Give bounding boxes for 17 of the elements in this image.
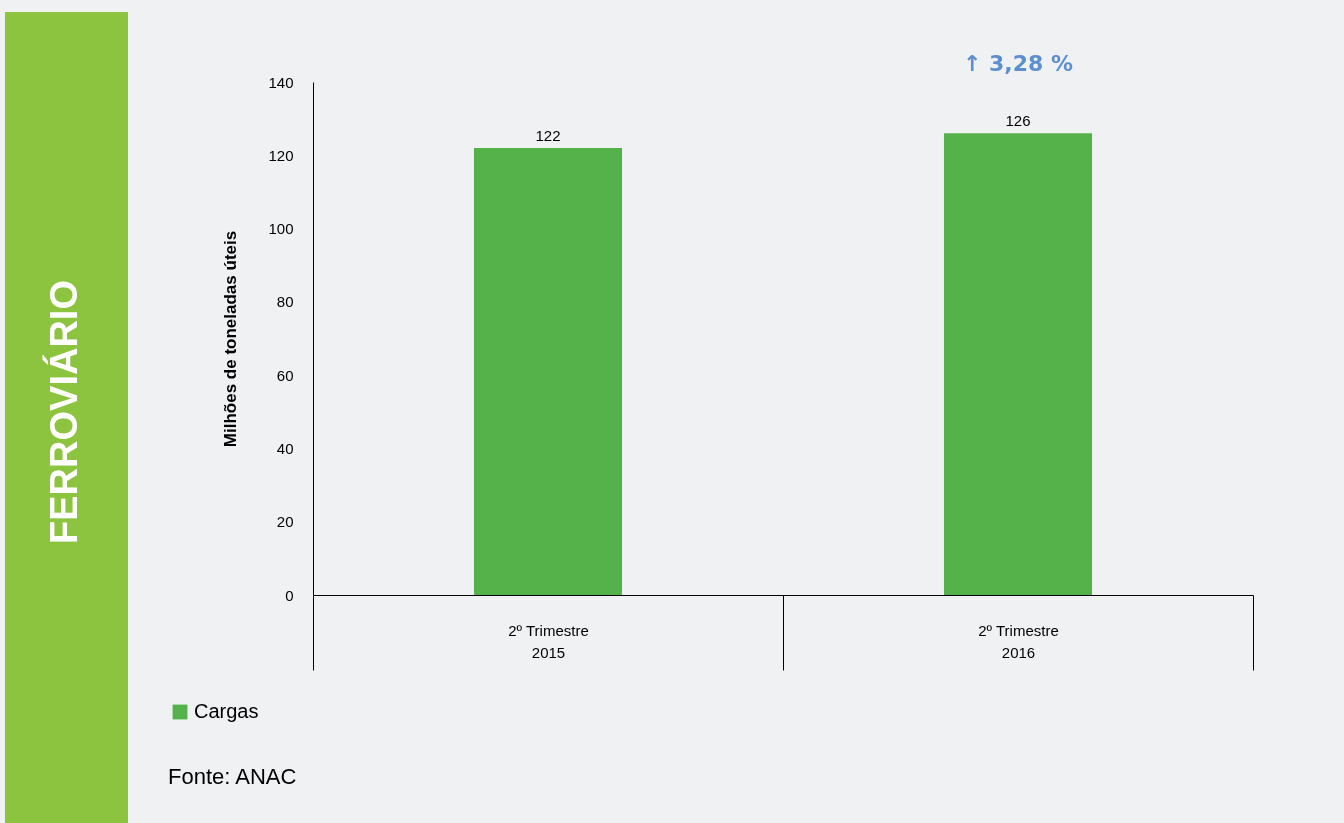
x-tick-label: 2º Trimestre 2015 xyxy=(508,621,589,661)
text: FERROVIÁRIO xyxy=(42,280,86,544)
y-tick-label: 40 xyxy=(276,439,294,457)
source-note: Fonte: ANAC xyxy=(168,764,297,790)
legend-label: Cargas xyxy=(194,700,259,722)
y-axis-title: Milhões de toneladas úteis xyxy=(221,230,241,448)
y-tick-label: 80 xyxy=(276,293,294,311)
y-tick-label: 20 xyxy=(276,513,294,531)
x-tick-label: 2º Trimestre 2016 xyxy=(978,621,1059,661)
data-label: 126 xyxy=(1005,112,1031,130)
y-tick-label: 60 xyxy=(276,366,294,384)
y-tick-label: 140 xyxy=(268,73,294,91)
y-tick-label: 120 xyxy=(268,146,294,164)
text: ↑ 3,28 % xyxy=(962,51,1074,76)
data-label: 122 xyxy=(535,126,561,144)
y-tick-label: 100 xyxy=(268,220,294,238)
y-tick-label: 0 xyxy=(285,586,294,604)
